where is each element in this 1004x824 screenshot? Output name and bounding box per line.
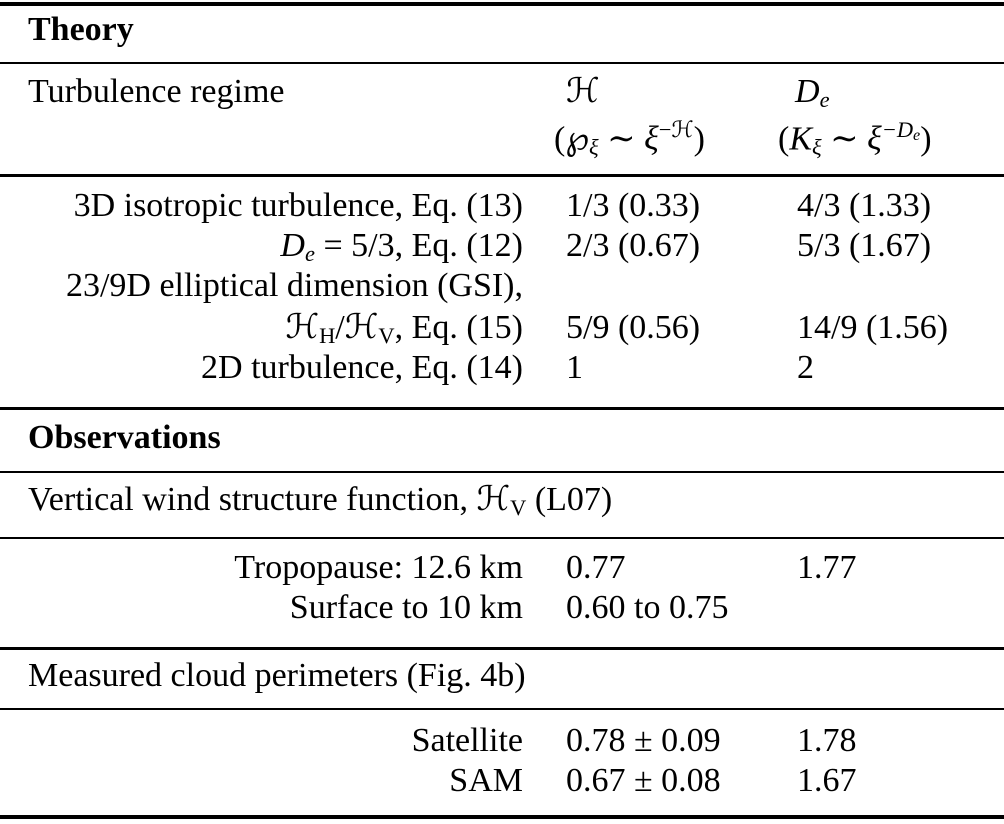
cell-de: 14/9 (1.56) [797,309,949,346]
cell-de: 4/3 (1.33) [797,187,932,224]
row-label: Surface to 10 km [289,589,523,626]
table-row: 2D turbulence, Eq. (14) 1 2 [0,348,1004,388]
rule-bottom [0,815,1004,819]
table-row: De = 5/3, Eq. (12) 2/3 (0.67) 5/3 (1.67) [0,226,1004,266]
row-label: De = 5/3, Eq. (12) [280,227,523,266]
cell-h: 0.78 ± 0.09 [566,722,721,759]
script-h-symbol: ℋ [476,481,511,518]
rule-top [0,2,1004,6]
table-row: 3D isotropic turbulence, Eq. (13) 1/3 (0… [0,186,1004,226]
cell-h: 0.77 [566,549,626,586]
script-p-symbol: ℘ [565,120,590,158]
col-header-de-symbol: De [795,73,830,112]
row-label: 3D isotropic turbulence, Eq. (13) [73,187,523,224]
row-label: 2D turbulence, Eq. (14) [201,349,523,386]
rule-below-observations-title [0,471,1004,473]
rule-below-theory-title [0,62,1004,64]
script-h-symbol: ℋ [344,309,379,346]
col-header-h-symbol: ℋ [566,72,600,112]
row-label: ℋH/ℋV, Eq. (15) [285,309,523,348]
table-row: Surface to 10 km 0.60 to 0.75 [0,588,1004,628]
table-row: ℋH/ℋV, Eq. (15) 5/9 (0.56) 14/9 (1.56) [0,308,1004,348]
cell-de: 2 [797,349,814,386]
subsection-title-vertical-wind: Vertical wind structure function, ℋV (L0… [28,481,613,520]
script-h-symbol: ℋ [566,73,600,110]
cell-de: 1.78 [797,722,857,759]
row-label: 23/9D elliptical dimension (GSI), [65,267,523,304]
cell-de: 1.67 [797,762,857,799]
row-label: Satellite [411,722,523,759]
subsection-title-measured-clouds: Measured cloud perimeters (Fig. 4b) [28,657,526,694]
section-title-observations: Observations [28,419,221,456]
rule-above-observations [0,407,1004,410]
col-header-de-formula: (Kξ ∼ ξ−De) [778,117,932,160]
cell-h: 0.67 ± 0.08 [566,762,721,799]
section-title-theory: Theory [28,11,134,48]
table-row: 23/9D elliptical dimension (GSI), [0,266,1004,306]
cell-h: 0.60 to 0.75 [566,589,729,626]
cell-h: 1 [566,349,583,386]
row-label: SAM [449,762,523,799]
script-h-symbol: ℋ [285,309,320,346]
col-header-h-formula: (℘ξ ∼ ξ−ℋ) [554,117,705,160]
cell-h: 2/3 (0.67) [566,227,701,264]
rule-below-column-header [0,174,1004,177]
cell-h: 1/3 (0.33) [566,187,701,224]
cell-de: 5/3 (1.67) [797,227,932,264]
table-row: SAM 0.67 ± 0.08 1.67 [0,761,1004,801]
row-label: Tropopause: 12.6 km [234,549,523,586]
rule-above-measured-clouds [0,647,1004,650]
cell-h: 5/9 (0.56) [566,309,701,346]
rule-below-measured-clouds-title [0,708,1004,710]
cell-de: 1.77 [797,549,857,586]
table-row: Satellite 0.78 ± 0.09 1.78 [0,721,1004,761]
table-row: Tropopause: 12.6 km 0.77 1.77 [0,548,1004,588]
rule-below-wind-subsection-title [0,537,1004,539]
col-header-regime: Turbulence regime [28,73,285,110]
